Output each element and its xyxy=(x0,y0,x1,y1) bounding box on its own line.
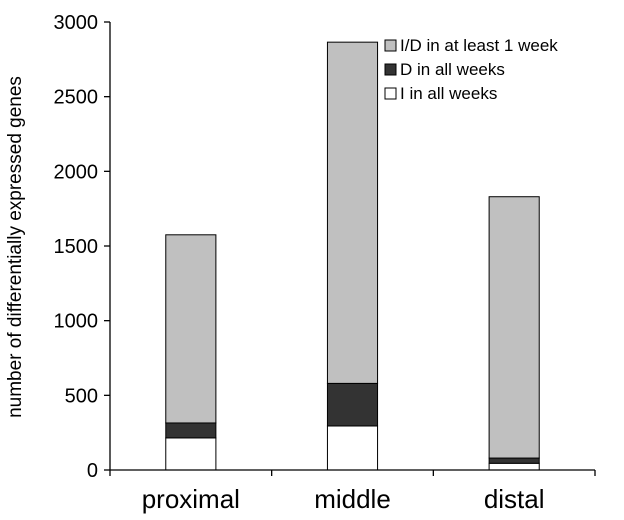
y-tick-label-500: 500 xyxy=(65,385,98,407)
y-tick-label-0: 0 xyxy=(87,460,98,482)
x-tick-label-middle: middle xyxy=(314,484,391,514)
y-tick-label-3000: 3000 xyxy=(54,12,99,34)
legend-label-0: I in all weeks xyxy=(400,84,497,103)
x-tick-label-proximal: proximal xyxy=(142,484,240,514)
y-tick-label-2500: 2500 xyxy=(54,87,99,109)
legend-swatch-2 xyxy=(384,39,397,52)
bar-distal-series-2 xyxy=(488,196,540,459)
y-tick-label-2000: 2000 xyxy=(54,161,99,183)
bar-middle-series-1 xyxy=(326,382,379,427)
bars-group xyxy=(165,41,540,471)
y-tick-label-1000: 1000 xyxy=(54,311,99,333)
y-tick-label-1500: 1500 xyxy=(54,236,99,258)
x-tick-label-distal: distal xyxy=(484,484,545,514)
legend-swatch-1 xyxy=(384,63,397,76)
bar-distal-series-1 xyxy=(488,457,540,464)
legend-label-2: I/D in at least 1 week xyxy=(400,36,558,55)
legend: I/D in at least 1 week D in all weeks I in… xyxy=(384,36,558,103)
bar-proximal-series-2 xyxy=(165,234,217,424)
axes-group: 0 500 1000 1500 2000 2500 3000 proximal middle di… xyxy=(54,12,596,514)
legend-label-1: D in all weeks xyxy=(400,60,505,79)
bar-middle-series-0 xyxy=(326,425,379,471)
bar-proximal-series-1 xyxy=(165,422,217,439)
bar-middle-series-2 xyxy=(326,41,379,384)
legend-swatch-0 xyxy=(384,87,397,100)
y-axis-title: number of differentially expressed genes xyxy=(5,76,26,418)
bar-distal-series-0 xyxy=(488,462,540,471)
bar-proximal-series-0 xyxy=(165,437,217,471)
